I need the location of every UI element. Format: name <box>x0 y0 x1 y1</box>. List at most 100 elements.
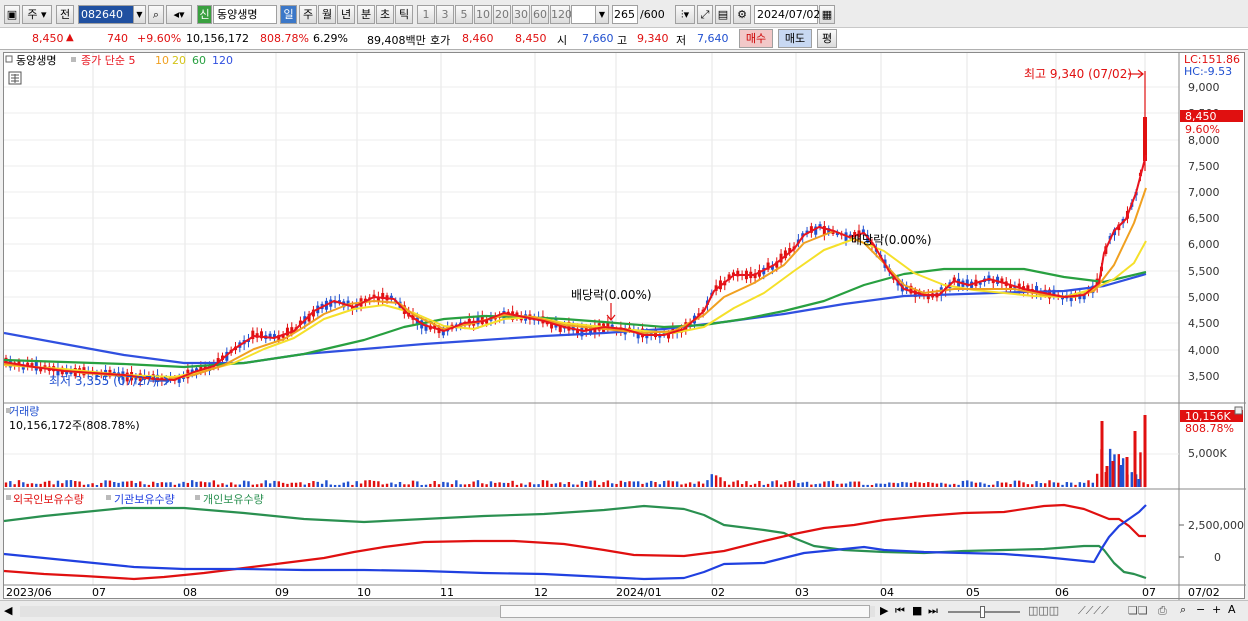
candle-body <box>411 313 415 320</box>
stock-name-field[interactable]: 동양생명 <box>213 5 277 24</box>
volume-bar <box>286 483 289 487</box>
chart-area[interactable]: 동양생명 종가 단순 5 10 20 60 120 LC:151.86 HC:-… <box>3 52 1246 600</box>
prev-button[interactable]: 전 <box>56 5 74 24</box>
print-icon[interactable]: ⎙ <box>1158 604 1167 617</box>
bottom-scrollbar[interactable]: ◀ ▶ ⏮ ■ ⏭ ◫◫◫ ⟋⟋⟋⟋ ❏❏ ⎙ ⌕ − + A <box>0 600 1248 621</box>
draw-tool-icon[interactable]: ⤢ <box>697 5 713 24</box>
period-tab-tick[interactable]: 틱 <box>395 5 413 24</box>
gear-icon[interactable]: ⚙ <box>733 5 751 24</box>
volume-bar <box>22 482 25 487</box>
volume-bar <box>303 484 306 487</box>
count-input[interactable]: 265 <box>612 5 638 24</box>
volume-bar <box>299 482 302 487</box>
volume-bar <box>1111 461 1115 487</box>
minute-option-30[interactable]: 30 <box>512 5 530 24</box>
code-dropdown-icon[interactable]: ▼ <box>133 5 146 24</box>
scroll-track[interactable] <box>20 606 875 617</box>
volume-bar <box>450 484 454 487</box>
volume-tag-pct: 808.78% <box>1185 422 1234 435</box>
volume-bar <box>61 483 64 487</box>
copy-icon[interactable]: ❏❏ <box>1128 604 1148 617</box>
volume-bar <box>126 481 129 487</box>
volume-bar <box>701 483 705 487</box>
volume-bar <box>1100 421 1104 487</box>
volume-bar <box>818 483 822 487</box>
search-icon[interactable]: ⌕ <box>148 5 164 24</box>
minute-option-20[interactable]: 20 <box>493 5 511 24</box>
candle-body <box>870 242 874 247</box>
scroll-right-icon[interactable]: ▶ <box>880 604 889 617</box>
volume-bar <box>1082 482 1086 487</box>
candle-body <box>571 324 575 331</box>
market-select[interactable]: 주 ▾ <box>22 5 52 24</box>
magnifier-icon[interactable]: ⌕ <box>1180 603 1187 616</box>
period-tab-second[interactable]: 초 <box>376 5 394 24</box>
candle-body <box>246 339 250 342</box>
scroll-thumb[interactable] <box>500 605 870 618</box>
ma5-line <box>4 154 1147 381</box>
minute-option-10[interactable]: 10 <box>474 5 492 24</box>
candle-type-icon[interactable]: ⫶▾ <box>675 5 695 24</box>
period-tab-day[interactable]: 일 <box>280 5 297 24</box>
volume-bar <box>390 482 393 487</box>
volume-bar <box>429 483 432 487</box>
volume-bar <box>95 484 99 487</box>
minute-option-5[interactable]: 5 <box>455 5 473 24</box>
zoom-out-icon[interactable]: − <box>1196 603 1206 616</box>
minute-option-3[interactable]: 3 <box>436 5 454 24</box>
period-tab-week[interactable]: 주 <box>299 5 317 24</box>
legend-stock-name: 동양생명 <box>16 54 56 67</box>
window-menu-icon[interactable]: ▣ <box>4 5 20 24</box>
quote-bar: 8,450 ▲ 740 +9.60% 10,156,172 808.78% 6.… <box>0 28 1248 50</box>
stock-code-input[interactable]: 082640 <box>78 5 146 24</box>
period-tab-minute[interactable]: 분 <box>357 5 375 24</box>
stop-icon[interactable]: ■ <box>912 604 923 617</box>
y-tick-7500: 7,500 <box>1188 160 1220 173</box>
period-tab-month[interactable]: 월 <box>318 5 336 24</box>
period-tab-year[interactable]: 년 <box>337 5 355 24</box>
dividend-marker-1: 배당락(0.00%) <box>571 288 652 302</box>
volume-bar <box>416 481 419 487</box>
minute-option-1[interactable]: 1 <box>417 5 435 24</box>
volume-bar <box>654 482 657 487</box>
volume-bar <box>502 482 506 487</box>
zoom-slider-handle[interactable] <box>980 606 985 618</box>
minute-option-120[interactable]: 120 <box>550 5 572 24</box>
volume-bar <box>312 481 315 487</box>
volume-bar <box>108 480 112 487</box>
buy-button[interactable]: 매수 <box>739 29 773 48</box>
forward-icon[interactable]: ⏭ <box>928 604 938 617</box>
volume-bar <box>156 483 159 487</box>
save-icon[interactable]: ▤ <box>715 5 731 24</box>
volume-bar <box>91 483 94 487</box>
volume-bar <box>541 480 545 487</box>
volume-close-icon[interactable] <box>1234 406 1243 415</box>
x-axis: 2023/06 07 08 09 10 11 12 2024/01 02 03 … <box>6 586 1220 599</box>
volume-bar <box>1052 482 1056 487</box>
sell-button[interactable]: 매도 <box>778 29 812 48</box>
zoom-in-icon[interactable]: + <box>1212 603 1222 616</box>
volume-bar <box>134 483 138 487</box>
scroll-left-icon[interactable]: ◀ <box>4 604 13 617</box>
minute-option-60[interactable]: 60 <box>531 5 549 24</box>
vertical-grid <box>92 53 1146 585</box>
volume-bar <box>1069 482 1073 487</box>
custom-period-dropdown-icon[interactable]: ▼ <box>595 5 609 24</box>
volume-bar <box>277 481 280 487</box>
avg-button[interactable]: 평 <box>817 29 837 48</box>
ma10-line <box>4 187 1147 381</box>
volume-bar <box>572 484 575 487</box>
rewind-icon[interactable]: ⏮ <box>895 604 905 617</box>
draw-tools-icon[interactable]: ⟋⟋⟋⟋ <box>1078 604 1109 617</box>
volume-bar <box>152 481 155 487</box>
speaker-icon[interactable]: ◂▾ <box>166 5 192 24</box>
volume-bar <box>43 481 47 487</box>
candle-body <box>424 324 428 331</box>
y-tick-4500: 4,500 <box>1188 317 1220 330</box>
volume-bar <box>1056 482 1060 487</box>
layout-icon[interactable]: ◫◫◫ <box>1028 604 1060 617</box>
volume-bar <box>74 481 77 487</box>
date-input[interactable]: 2024/07/02 <box>754 5 820 24</box>
font-size-icon[interactable]: A <box>1228 603 1236 616</box>
calendar-icon[interactable]: ▦ <box>819 5 835 24</box>
